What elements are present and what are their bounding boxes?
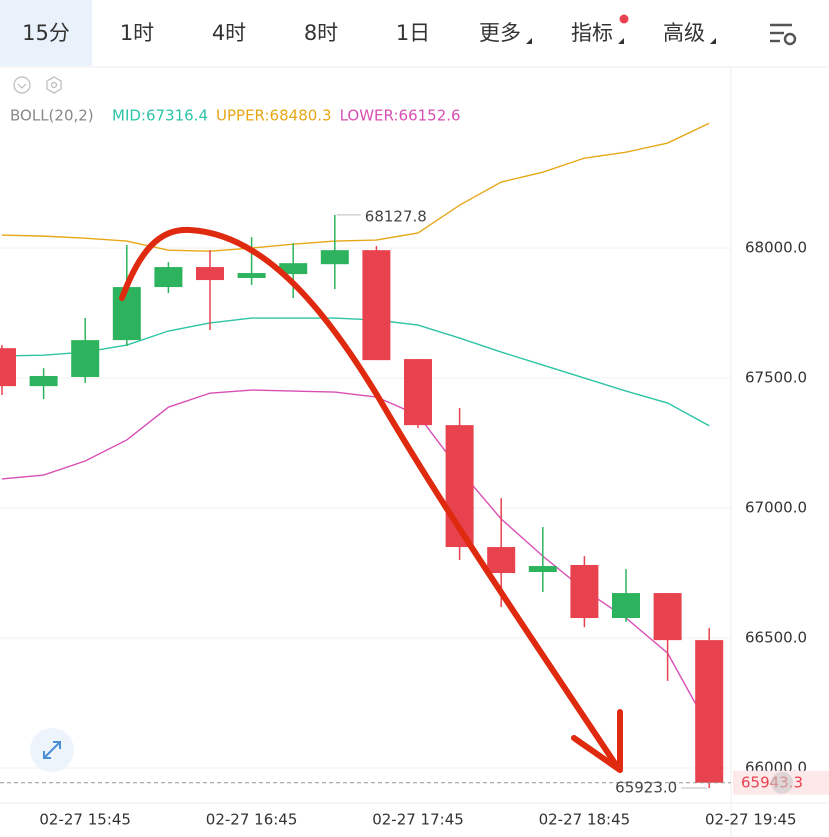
boll-line [1,389,710,729]
candle-body [653,593,682,641]
indicator-name: BOLL(20,2) [10,107,94,125]
candle-body [112,287,141,341]
plot [0,122,731,789]
candle-body [196,267,224,281]
tab[interactable]: 4时 [212,21,246,45]
settings-icon[interactable] [770,23,797,46]
tab-bar [0,0,829,68]
legend-entry: MID:67316.4 [112,107,208,125]
candle-body [570,564,599,619]
tab[interactable]: 更多 [479,21,521,45]
candle-body [154,267,183,288]
x-tick-label: 02-27 16:45 [206,811,298,829]
candle-body [487,547,516,574]
y-tick-label: 67000.0 [745,499,807,517]
annotation-arrow [119,226,621,771]
scroll-latest-button[interactable] [771,771,793,794]
boll-line [1,122,710,252]
legend-entry: LOWER:66152.6 [340,107,461,125]
chart-tools[interactable] [13,76,62,94]
candle-body [404,359,432,426]
tab[interactable]: 8时 [304,21,338,45]
dropdown-caret [618,38,624,44]
dropdown-caret [526,38,532,44]
tab[interactable]: 高级 [663,21,705,45]
x-tick-label: 02-27 18:45 [539,811,631,829]
indicator-legend: BOLL(20,2) MID:67316.4 UPPER:68480.3 LOWER… [10,107,461,125]
candle-body [29,375,58,387]
candle-body [279,263,308,275]
dropdown-caret [710,38,716,44]
arrow-head [571,709,623,773]
selected-tab-bg [0,0,92,66]
legend-entry: UPPER:68480.3 [216,107,332,125]
y-tick-label: 66500.0 [745,629,807,647]
tab[interactable]: 指标 [571,21,613,45]
notification-dot [619,14,629,24]
candle-body [695,640,724,783]
candle-body [528,566,557,573]
candle-body [237,273,266,278]
candle-body [320,250,349,265]
x-tick-label: 02-27 17:45 [372,811,464,829]
y-tick-label: 68000.0 [745,239,807,257]
tab[interactable]: 1时 [120,21,154,45]
tab[interactable]: 1日 [396,21,430,45]
x-tick-label: 02-27 15:45 [39,811,131,829]
candle-body [612,593,640,619]
candle-body [362,250,391,361]
expand-button[interactable] [30,728,74,772]
candle-body [71,340,100,378]
candle-body [0,348,16,387]
x-tick-label: 02-27 19:45 [705,811,797,829]
boll-line [1,317,710,427]
tab[interactable]: 15分 [22,21,70,45]
y-tick-label: 67500.0 [745,369,807,387]
high-label: 68127.8 [365,207,427,225]
low-label: 65923.0 [615,779,677,797]
